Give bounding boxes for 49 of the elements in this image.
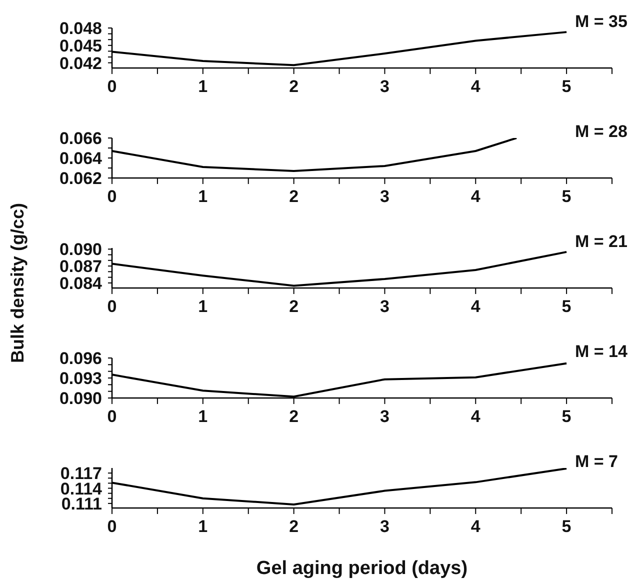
y-tick-label: 0.048 — [59, 19, 102, 38]
annotation: M = 35 — [575, 12, 628, 32]
x-tick-label: 1 — [198, 77, 208, 96]
x-tick-label: 1 — [198, 297, 208, 316]
x-tick-label: 5 — [562, 407, 572, 426]
x-tick-label: 2 — [289, 187, 299, 206]
y-tick-label: 0.064 — [59, 149, 103, 168]
x-tick-label: 3 — [380, 407, 390, 426]
x-tick-label: 2 — [289, 77, 299, 96]
x-tick-label: 5 — [562, 297, 572, 316]
x-tick-label: 0 — [107, 187, 117, 206]
y-tick-label: 0.042 — [59, 54, 102, 73]
x-tick-label: 4 — [470, 297, 481, 316]
y-axis-title: Bulk density (g/cc) — [8, 202, 28, 364]
x-tick-label: 2 — [289, 407, 299, 426]
x-tick-label: 4 — [470, 517, 481, 536]
y-tick-label: 0.096 — [59, 349, 102, 368]
x-tick-label: 0 — [107, 517, 117, 536]
x-tick-label: 2 — [289, 517, 299, 536]
x-tick-label: 0 — [107, 77, 117, 96]
x-tick-label: 5 — [562, 77, 572, 96]
x-tick-label: 3 — [380, 187, 390, 206]
annotation: M = 14 — [575, 342, 628, 362]
y-tick-label: 0.062 — [59, 169, 102, 188]
y-tick-label: 0.090 — [59, 389, 102, 408]
x-tick-label: 5 — [562, 187, 572, 206]
y-tick-label: 0.045 — [59, 36, 102, 56]
x-tick-label: 4 — [470, 407, 481, 426]
y-tick-label: 0.093 — [59, 369, 102, 388]
x-tick-label: 3 — [380, 77, 390, 96]
x-tick-label: 2 — [289, 297, 299, 316]
x-tick-label: 1 — [198, 187, 208, 206]
x-tick-label: 1 — [198, 517, 208, 536]
x-tick-label: 1 — [198, 407, 208, 426]
y-tick-label: 0.084 — [59, 274, 103, 293]
x-tick-label: 0 — [107, 407, 117, 426]
x-tick-label: 3 — [380, 297, 390, 316]
y-tick-label: 0.090 — [59, 240, 102, 260]
x-tick-label: 5 — [562, 517, 572, 536]
annotation: M = 21 — [575, 232, 628, 252]
annotation: M = 28 — [575, 122, 628, 142]
x-axis-title: Gel aging period (days) — [255, 558, 469, 579]
x-tick-label: 4 — [470, 77, 481, 96]
x-tick-label: 0 — [107, 297, 117, 316]
annotation: M = 7 — [575, 452, 618, 472]
x-tick-label: 4 — [470, 187, 481, 206]
y-tick-label: 0.066 — [59, 129, 102, 148]
x-tick-label: 3 — [380, 517, 390, 536]
y-tick-label: 0.087 — [59, 257, 102, 276]
